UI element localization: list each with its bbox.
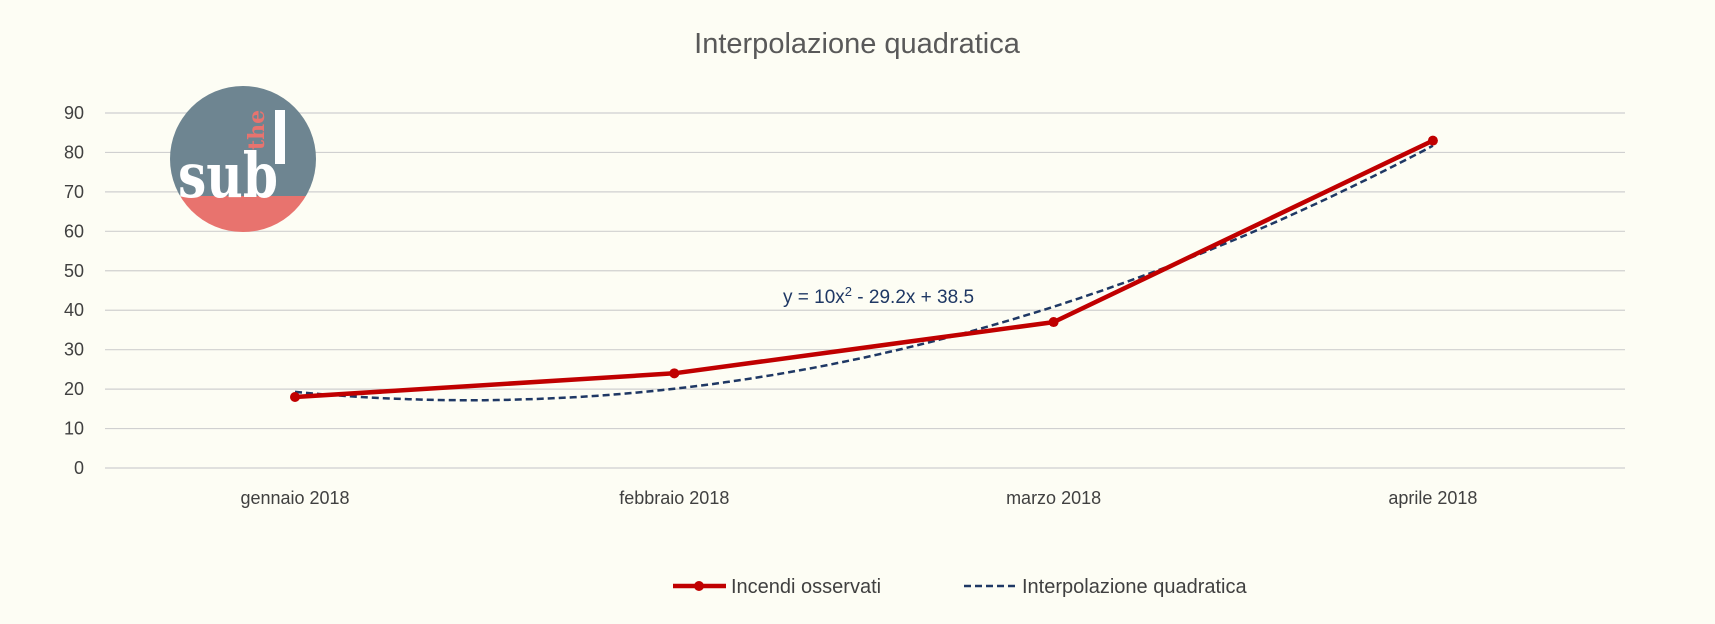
logo-bar [275,110,285,164]
series-incendi-osservati-markers [290,135,1438,402]
y-tick-label: 20 [64,379,84,399]
series-incendi-osservati-line [294,138,1434,400]
y-tick-label: 70 [64,182,84,202]
series-interpolazione-quadratica-line [294,144,1434,402]
legend-marker-incendi-osservati [694,581,704,591]
data-point-incendi-osservati [290,392,300,402]
data-point-incendi-osservati [1048,317,1059,328]
legend-label-incendi-osservati: Incendi osservati [731,576,881,598]
x-tick-label: febbraio 2018 [619,488,729,508]
y-axis-ticks: 0 10 20 30 40 50 60 70 80 90 [64,103,84,478]
y-tick-label: 80 [64,142,84,162]
y-tick-label: 30 [64,340,84,360]
x-tick-label: gennaio 2018 [240,488,349,508]
x-axis-ticks: gennaio 2018 febbraio 2018 marzo 2018 april… [240,488,1477,508]
y-tick-label: 40 [64,300,84,320]
data-point-incendi-osservati [1427,135,1438,146]
the-sub-logo: sub the [170,86,316,232]
legend-label-interpolazione-quadratica: Interpolazione quadratica [1022,576,1247,598]
logo-word-the: the [244,110,270,150]
y-tick-label: 90 [64,103,84,123]
trendline-equation: y = 10x2 - 29.2x + 38.5 [783,284,974,308]
x-tick-label: marzo 2018 [1006,488,1101,508]
y-tick-label: 60 [64,221,84,241]
gridlines [105,112,1625,469]
data-point-incendi-osservati [669,368,680,379]
y-tick-label: 50 [64,261,84,281]
chart-title: Interpolazione quadratica [694,28,1021,60]
legend: Incendi osservati Interpolazione quadrat… [673,576,1247,598]
logo-word-sub: sub [178,139,278,212]
y-tick-label: 0 [74,458,84,478]
y-tick-label: 10 [64,419,84,439]
x-tick-label: aprile 2018 [1388,488,1477,508]
